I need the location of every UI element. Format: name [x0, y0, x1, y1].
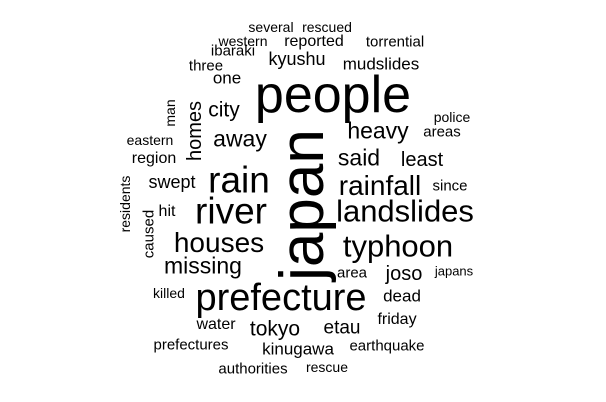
word-rescue: rescue: [305, 359, 349, 375]
word-houses: houses: [173, 227, 265, 258]
word-authorities: authorities: [218, 360, 288, 378]
word-hit: hit: [158, 203, 176, 220]
word-river: river: [195, 190, 267, 232]
word-dead: dead: [383, 286, 421, 306]
word-tokyo: tokyo: [249, 317, 301, 341]
word-western: western: [218, 33, 268, 49]
word-areas: areas: [423, 123, 461, 141]
word-japans: japans: [434, 263, 474, 279]
word-heavy: heavy: [347, 117, 409, 144]
word-kinugawa: kinugawa: [262, 339, 334, 359]
word-residents: residents: [117, 175, 133, 233]
word-homes: homes: [184, 100, 206, 162]
word-said: said: [337, 144, 381, 171]
word-torrential: torrential: [365, 33, 425, 51]
word-area: area: [336, 264, 368, 282]
word-japan: japan: [268, 129, 337, 281]
word-rain: rain: [208, 159, 270, 201]
word-prefecture: prefecture: [195, 277, 367, 319]
word-rescued: rescued: [302, 19, 352, 35]
word-away: away: [213, 125, 267, 152]
word-joso: joso: [385, 263, 423, 285]
word-police: police: [433, 109, 471, 125]
word-etau: etau: [323, 317, 361, 339]
word-typhoon: typhoon: [342, 228, 454, 264]
word-mudslides: mudslides: [342, 54, 420, 74]
word-city: city: [208, 98, 240, 122]
word-earthquake: earthquake: [349, 337, 425, 355]
word-landslides: landslides: [336, 193, 474, 229]
word-eastern: eastern: [126, 132, 174, 148]
word-reported: reported: [284, 33, 344, 50]
word-three: three: [188, 57, 224, 75]
word-least: least: [400, 149, 444, 171]
word-region: region: [131, 150, 177, 167]
word-killed: killed: [153, 285, 185, 301]
word-man: man: [162, 99, 178, 127]
word-since: since: [432, 177, 468, 195]
word-one: one: [212, 68, 242, 88]
word-water: water: [196, 316, 236, 333]
word-people: people: [254, 66, 412, 124]
word-friday: friday: [377, 311, 417, 328]
word-prefectures: prefectures: [153, 336, 229, 354]
word-ibaraki: ibaraki: [210, 42, 256, 60]
word-missing: missing: [164, 252, 242, 279]
word-caused: caused: [140, 209, 158, 259]
word-rainfall: rainfall: [338, 170, 422, 201]
word-several: several: [248, 19, 294, 35]
word-kyushu: kyushu: [268, 49, 326, 69]
word-swept: swept: [148, 172, 196, 192]
